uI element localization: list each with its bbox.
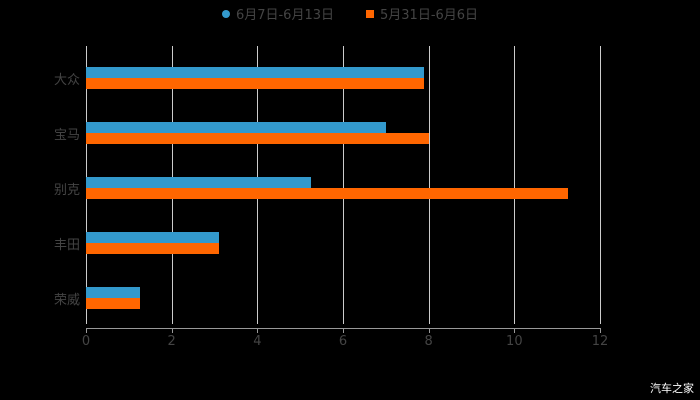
axis-tick xyxy=(514,328,516,333)
axis-tick xyxy=(600,328,601,333)
legend-label: 6月7日-6月13日 xyxy=(235,8,334,23)
x-tick-label: 10 xyxy=(506,334,523,349)
bar[interactable] xyxy=(86,122,386,133)
bar[interactable] xyxy=(86,67,425,78)
x-tick-label: 8 xyxy=(424,334,433,349)
bar[interactable] xyxy=(86,133,429,144)
bar[interactable] xyxy=(86,232,219,243)
x-axis xyxy=(86,328,600,329)
legend-item-series-1[interactable]: 6月7日-6月13日 xyxy=(221,4,334,23)
gridline xyxy=(514,46,516,324)
y-category-label: 丰田 xyxy=(53,238,80,253)
x-tick-label: 2 xyxy=(167,334,176,349)
bar[interactable] xyxy=(86,177,311,188)
gridline xyxy=(428,46,430,324)
gridline xyxy=(600,46,601,324)
legend-item-series-2[interactable]: 5月31日-6月6日 xyxy=(366,4,478,23)
legend-marker-blue-icon xyxy=(221,9,230,18)
bar[interactable] xyxy=(86,287,140,298)
legend-marker-orange-icon xyxy=(366,9,374,18)
watermark: 汽车之家 xyxy=(650,382,694,395)
y-category-label: 宝马 xyxy=(53,128,80,143)
legend-label: 5月31日-6月6日 xyxy=(380,8,479,23)
x-tick-label: 6 xyxy=(338,334,348,349)
axis-tick xyxy=(171,328,173,333)
bar[interactable] xyxy=(86,78,425,89)
axis-tick xyxy=(428,328,430,333)
x-tick-label: 12 xyxy=(591,334,609,349)
gridline xyxy=(343,46,344,324)
y-category-label: 荣威 xyxy=(53,293,80,308)
bar[interactable] xyxy=(86,243,219,254)
y-category-label: 别克 xyxy=(53,183,80,198)
axis-tick xyxy=(343,328,344,333)
axis-tick xyxy=(257,328,259,333)
x-tick-label: 4 xyxy=(253,334,262,349)
chart-legend: 6月7日-6月13日 5月31日-6月6日 xyxy=(0,4,700,23)
x-tick-label: 0 xyxy=(81,334,91,349)
bar[interactable] xyxy=(86,298,140,309)
bar[interactable] xyxy=(86,188,568,199)
y-category-label: 大众 xyxy=(53,73,80,88)
axis-tick xyxy=(86,328,87,333)
